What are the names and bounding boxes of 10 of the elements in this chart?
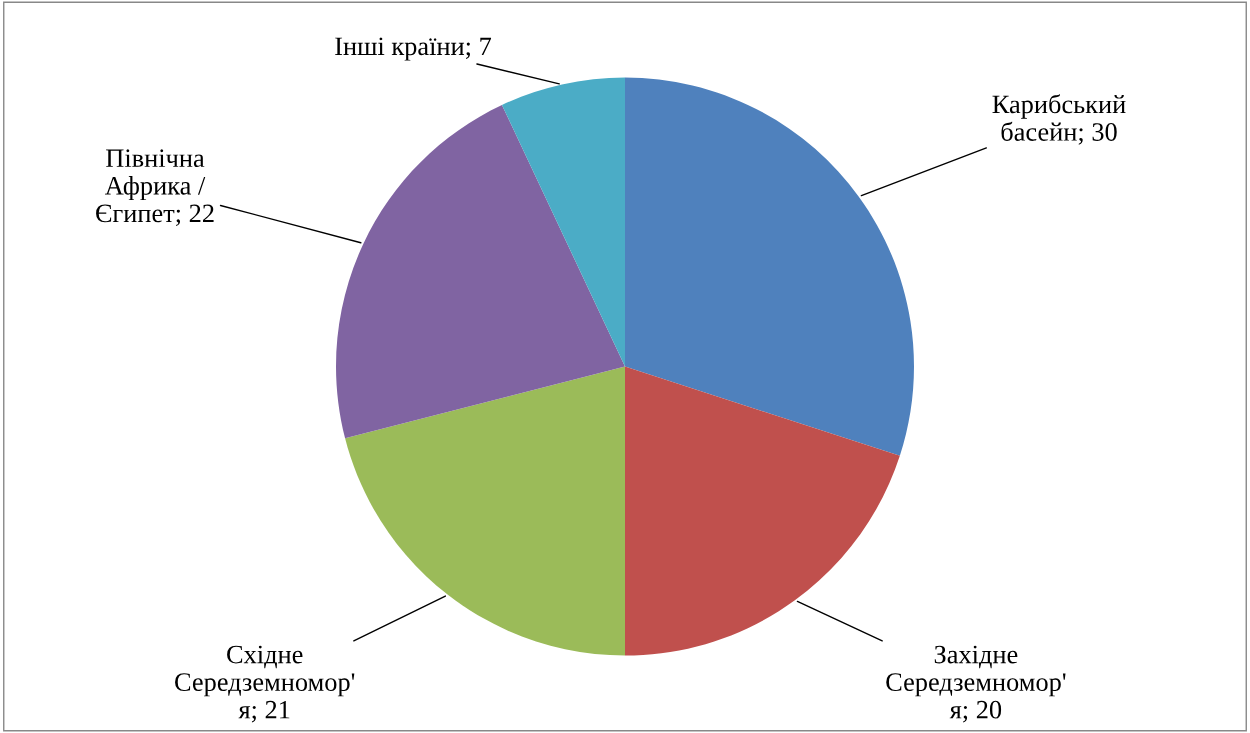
pie-slice xyxy=(345,366,625,656)
slice-label: Західне Середземномор' я; 20 xyxy=(886,645,1066,723)
pie-slice xyxy=(625,366,900,656)
slice-label: Карибський басейн; 30 xyxy=(992,94,1126,145)
slice-label: Східне Середземномор' я; 21 xyxy=(175,645,355,723)
pie-slice xyxy=(501,77,625,367)
slice-label: Інші країни; 7 xyxy=(335,37,492,61)
slice-label: Північна Африка / Єгипет; 22 xyxy=(96,149,214,227)
pie-slice xyxy=(625,77,914,456)
pie-slice xyxy=(336,105,625,439)
